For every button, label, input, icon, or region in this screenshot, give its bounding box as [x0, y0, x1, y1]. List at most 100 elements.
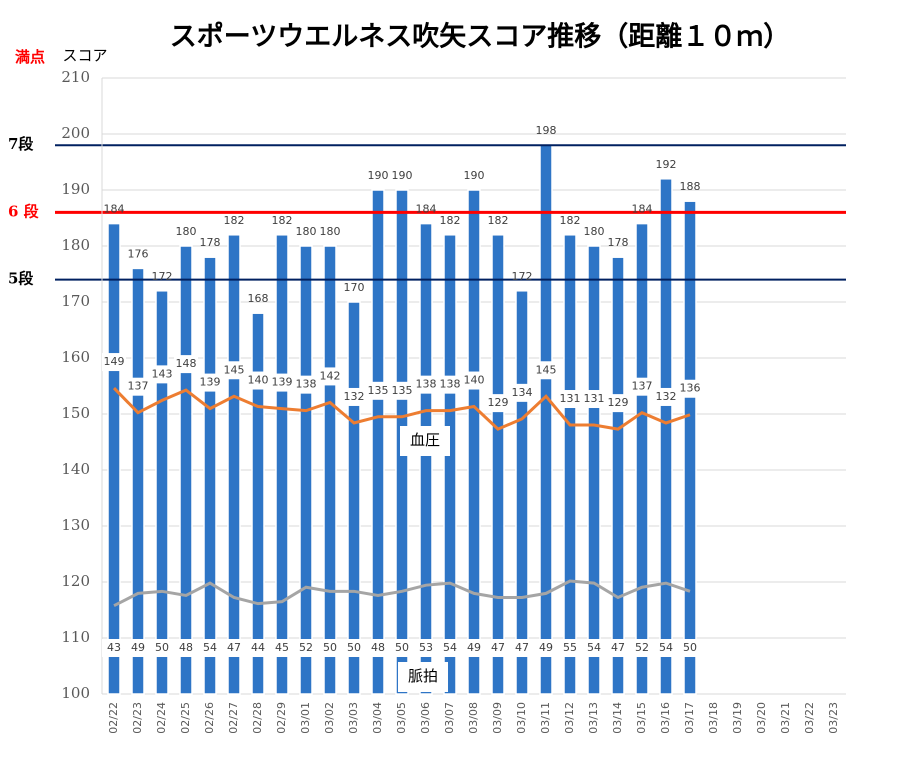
- value-label: 52: [299, 641, 313, 654]
- value-label: 138: [440, 378, 461, 391]
- x-tick-label: 03/11: [539, 702, 552, 734]
- label-box: [582, 390, 606, 409]
- reference-label: 7段: [8, 135, 33, 153]
- label-box: [534, 639, 558, 657]
- label-box: [582, 639, 606, 657]
- value-label: 184: [104, 203, 125, 216]
- value-label: 188: [680, 180, 701, 193]
- value-label: 182: [488, 214, 509, 227]
- value-label: 132: [656, 390, 677, 403]
- label-box: [102, 639, 126, 657]
- x-tick-label: 02/25: [179, 702, 192, 734]
- bar: [227, 234, 241, 695]
- label-box: [174, 639, 198, 657]
- bar: [467, 189, 481, 695]
- value-label: 54: [659, 641, 673, 654]
- bar: [203, 256, 217, 695]
- value-label: 180: [176, 225, 197, 238]
- bar: [659, 178, 673, 695]
- bar: [515, 290, 529, 695]
- x-tick-label: 03/13: [587, 702, 600, 734]
- series-name: 血圧: [410, 431, 440, 449]
- value-label: 134: [512, 386, 533, 399]
- bar: [443, 234, 457, 695]
- value-label: 182: [440, 214, 461, 227]
- value-label: 145: [536, 363, 557, 376]
- value-label: 50: [347, 641, 361, 654]
- label-box: [462, 639, 486, 657]
- x-tick-label: 02/23: [131, 702, 144, 734]
- label-box: [462, 371, 486, 390]
- label-box: [606, 394, 630, 413]
- bar: [587, 245, 601, 695]
- x-tick-label: 02/27: [227, 702, 240, 734]
- value-label: 138: [296, 378, 317, 391]
- label-box: [654, 639, 678, 657]
- label-box: [126, 639, 150, 657]
- bar: [635, 222, 649, 695]
- value-label: 131: [584, 392, 605, 405]
- value-label: 140: [464, 374, 485, 387]
- x-tick-label: 03/08: [467, 702, 480, 734]
- bar: [179, 245, 193, 695]
- series-line: [113, 579, 691, 608]
- label-box: [102, 353, 126, 372]
- value-label: 180: [296, 225, 317, 238]
- bar: [155, 290, 169, 695]
- value-label: 178: [608, 236, 629, 249]
- value-label: 176: [128, 247, 149, 260]
- label-box: [534, 361, 558, 380]
- x-tick-label: 03/10: [515, 702, 528, 734]
- label-box: [198, 373, 222, 392]
- bar: [491, 234, 505, 695]
- x-tick-label: 02/22: [107, 702, 120, 734]
- label-box: [678, 639, 702, 657]
- label-box: [270, 639, 294, 657]
- bar: [419, 222, 433, 695]
- label-box: [222, 361, 246, 380]
- bar: [107, 222, 121, 695]
- label-box: [318, 639, 342, 657]
- label-box: [174, 355, 198, 374]
- label-box: [294, 375, 318, 394]
- bar: [299, 245, 313, 695]
- label-box: [390, 639, 414, 657]
- value-label: 139: [272, 376, 293, 389]
- y-tick-label: 170: [61, 292, 90, 310]
- x-tick-label: 03/01: [299, 702, 312, 734]
- value-label: 182: [272, 214, 293, 227]
- x-tick-label: 03/16: [659, 702, 672, 734]
- label-box: [414, 639, 438, 657]
- label-box: [246, 639, 270, 657]
- label-box: [222, 639, 246, 657]
- value-label: 182: [224, 214, 245, 227]
- label-box: [366, 381, 390, 400]
- value-label: 55: [563, 641, 577, 654]
- x-tick-label: 02/26: [203, 702, 216, 734]
- series-name: 脈拍: [408, 667, 438, 685]
- value-label: 54: [203, 641, 217, 654]
- x-tick-label: 03/05: [395, 702, 408, 734]
- label-box: [510, 639, 534, 657]
- label-box: [198, 639, 222, 657]
- value-label: 47: [611, 641, 625, 654]
- label-box: [510, 383, 534, 402]
- x-tick-label: 03/06: [419, 702, 432, 734]
- value-label: 184: [416, 203, 437, 216]
- label-box: [630, 639, 654, 657]
- value-label: 180: [320, 225, 341, 238]
- label-box: [438, 375, 462, 394]
- x-tick-label: 03/19: [731, 702, 744, 734]
- value-label: 49: [131, 641, 145, 654]
- y-tick-label: 140: [61, 460, 90, 478]
- value-label: 53: [419, 641, 433, 654]
- legend-box: [398, 662, 448, 692]
- y-tick-label: 150: [61, 404, 90, 422]
- x-tick-label: 03/14: [611, 702, 624, 734]
- x-tick-label: 03/20: [755, 702, 768, 734]
- y-tick-label: 210: [61, 68, 90, 86]
- bar: [275, 234, 289, 695]
- bar: [323, 245, 337, 695]
- value-label: 136: [680, 382, 701, 395]
